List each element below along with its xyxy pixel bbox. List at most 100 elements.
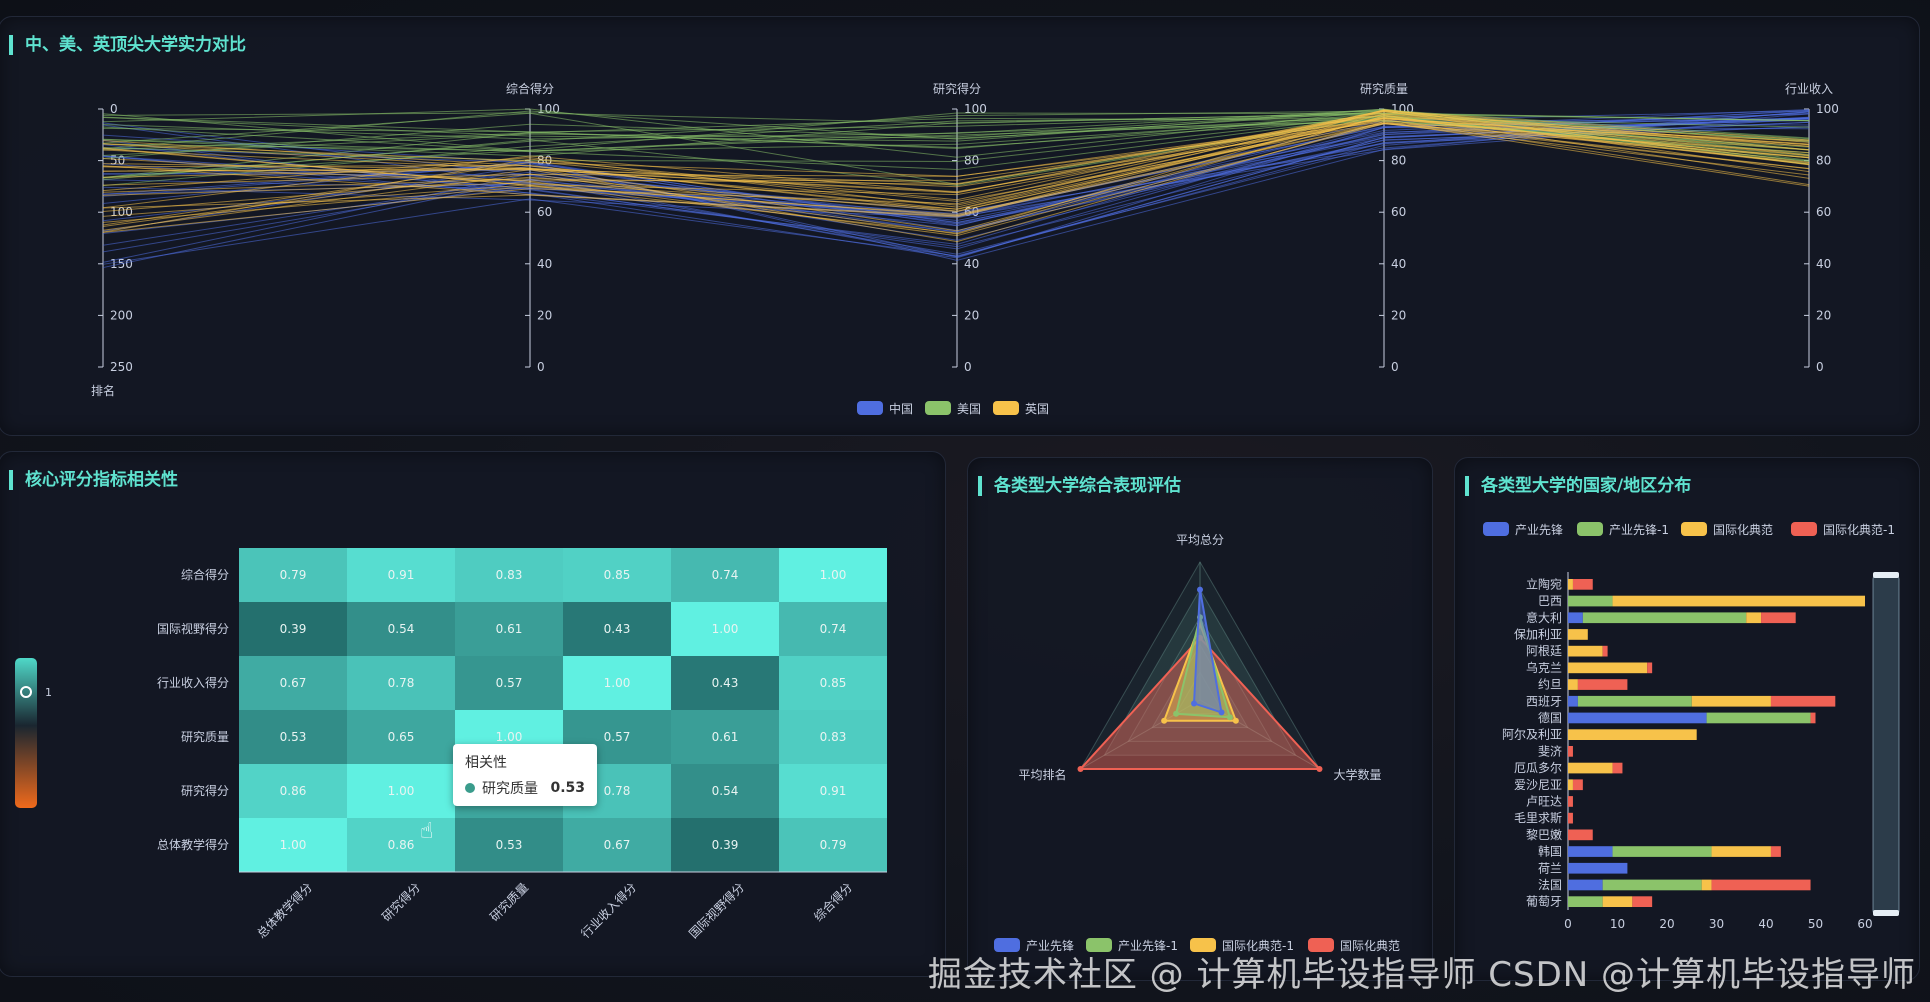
bar-segment	[1568, 612, 1583, 624]
bar-segment	[1568, 595, 1613, 607]
radar-point	[1173, 710, 1180, 717]
parallel-chart[interactable]: 050100150200250100806040200综合得分100806040…	[0, 17, 1919, 435]
legend-label: 产业先锋	[1515, 523, 1563, 537]
heatmap-cell	[347, 710, 455, 764]
tooltip-row: 研究质量 0.53	[465, 778, 585, 798]
radar-series-area	[1174, 613, 1232, 719]
legend-label: 中国	[889, 401, 913, 416]
visualmap-label: 1	[45, 686, 52, 699]
bar-segment	[1572, 579, 1593, 590]
heatmap-cell-label: 0.85	[604, 568, 631, 582]
parallel-panel: 中、美、英顶尖大学实力对比 0 50 100 150 200 250 100 80 60 40 20…	[0, 16, 1920, 436]
heatmap-cell	[239, 818, 347, 872]
bar-segment	[1568, 579, 1573, 590]
bar-category-label: 保加利亚	[1514, 627, 1562, 641]
legend-swatch	[1483, 522, 1509, 536]
heatmap-row-label: 总体教学得分	[157, 837, 229, 852]
heatmap-cell	[779, 656, 887, 710]
radar-indicator-label: 平均排名	[1018, 767, 1066, 782]
parallel-tick-label: 40	[1816, 257, 1831, 271]
heatmap-cell-label: 0.85	[820, 676, 847, 690]
heatmap-cell-label: 0.57	[604, 730, 631, 744]
legend-swatch	[1791, 522, 1817, 536]
legend-label: 产业先锋	[1026, 939, 1074, 953]
heatmap-cell-label: 1.00	[388, 784, 415, 798]
radar-point	[1218, 709, 1225, 716]
bar-segment	[1746, 612, 1762, 624]
pointer-cursor-icon: ☝	[420, 819, 434, 844]
heatmap-cell-label: 0.78	[388, 676, 415, 690]
parallel-line	[102, 110, 1810, 209]
heatmap-chart[interactable]: 综合得分 0.79 0.91 0.83 0.85 0.74 1.00 国际视野得分 0.39 0.…	[0, 452, 945, 976]
bar-title: 各类型大学的国家/地区分布	[1465, 476, 1691, 496]
bar-x-tick: 50	[1808, 917, 1823, 931]
legend-label: 国际化典范-1	[1823, 523, 1895, 537]
bar-category-label: 立陶宛	[1526, 576, 1562, 591]
heatmap-cell	[779, 764, 887, 818]
parallel-line	[102, 109, 1810, 233]
radar-ring	[1127, 616, 1273, 742]
heatmap-cell-label: 0.79	[280, 568, 307, 582]
legend-label: 美国	[957, 402, 981, 416]
heatmap-col-label: 国际视野得分	[686, 880, 748, 942]
heatmap-row-label: 研究质量	[181, 729, 229, 744]
heatmap-cell	[239, 656, 347, 710]
heatmap-cell-label: 0.54	[712, 784, 739, 798]
heatmap-cell	[347, 548, 455, 602]
heatmap-cell	[239, 764, 347, 818]
heatmap-cell-label: 1.00	[820, 568, 847, 582]
heatmap-cell	[455, 548, 563, 602]
radar-title: 各类型大学综合表现评估	[978, 476, 1181, 496]
bar-segment	[1612, 846, 1712, 857]
parallel-axis-name: 研究质量	[1360, 81, 1408, 96]
bar-category-label: 德国	[1538, 710, 1562, 725]
legend-swatch	[925, 401, 951, 415]
radar-point	[1316, 766, 1323, 772]
bar-x-tick: 0	[1564, 917, 1572, 931]
radar-indicator-label: 平均总分	[1176, 533, 1224, 547]
bar-segment	[1568, 896, 1603, 907]
bar-segment	[1810, 712, 1816, 724]
legend-swatch	[1577, 522, 1603, 536]
parallel-tick-label: 80	[1391, 154, 1406, 168]
parallel-tick-label: 60	[1816, 205, 1831, 219]
bar-segment	[1568, 846, 1613, 857]
bar-chart[interactable]: 产业先锋 产业先锋-1 国际化典范 国际化典范-1 立陶宛巴西意大利保加利亚阿根廷乌克兰…	[1455, 458, 1919, 980]
bar-segment	[1701, 879, 1712, 891]
heatmap-cell-label: 0.74	[712, 568, 739, 582]
heatmap-col-label: 研究质量	[487, 880, 532, 925]
heatmap-cell-label: 0.61	[712, 730, 739, 744]
heatmap-tooltip: 相关性 研究质量 0.53	[453, 744, 597, 806]
heatmap-cell	[779, 818, 887, 872]
bar-segment	[1568, 645, 1603, 657]
tooltip-series: 研究质量	[482, 781, 538, 797]
parallel-line	[102, 112, 1810, 157]
bar-segment	[1572, 779, 1583, 791]
heatmap-cell	[563, 548, 671, 602]
radar-point	[1232, 717, 1239, 724]
parallel-tick-label: 250	[110, 360, 133, 374]
bar-category-label: 爱沙尼亚	[1514, 778, 1562, 792]
legend-swatch	[1681, 522, 1707, 536]
parallel-tick-label: 20	[1816, 308, 1831, 322]
legend-swatch	[994, 938, 1020, 952]
heatmap-cell	[563, 602, 671, 656]
bar-segment	[1602, 879, 1702, 891]
bar-segment	[1568, 779, 1573, 791]
parallel-tick-label: 60	[1391, 205, 1406, 219]
heatmap-col-label: 总体教学得分	[254, 880, 316, 942]
bar-segment	[1568, 695, 1578, 707]
heatmap-cell-label: 0.67	[604, 838, 631, 852]
heatmap-cell-label: 0.83	[496, 568, 523, 582]
bar-segment	[1632, 896, 1653, 907]
bar-category-label: 荷兰	[1538, 861, 1562, 875]
bar-x-tick: 20	[1659, 917, 1674, 931]
bar-category-label: 韩国	[1538, 844, 1562, 859]
heatmap-cell-label: 0.57	[496, 676, 523, 690]
heatmap-cell-label: 0.86	[388, 838, 415, 852]
parallel-line	[102, 113, 1810, 185]
bar-category-label: 阿尔及利亚	[1502, 727, 1562, 742]
bar-x-tick: 60	[1857, 917, 1872, 931]
radar-series-area	[1078, 636, 1322, 770]
